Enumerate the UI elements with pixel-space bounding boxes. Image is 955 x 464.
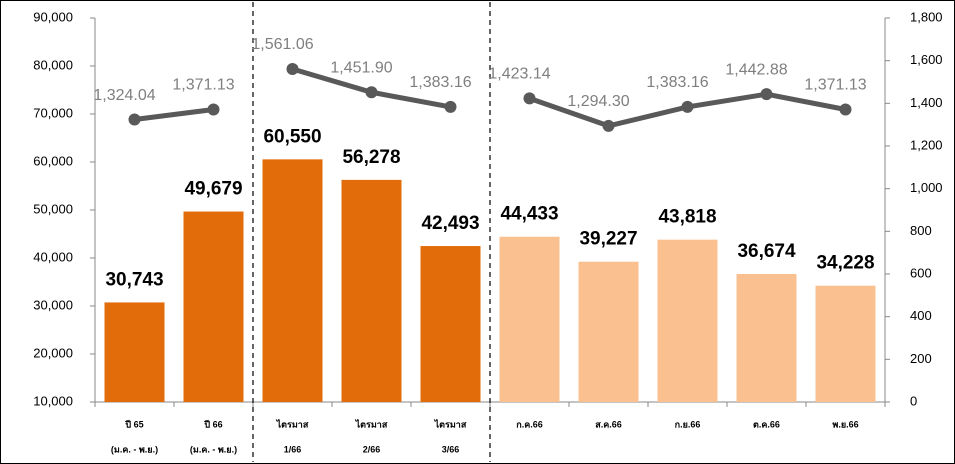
x-tick-label: ปี 65 (124, 419, 143, 429)
line-value-label: 1,442.88 (725, 61, 787, 78)
x-tick-label: ก.ย.66 (675, 419, 701, 429)
bar (736, 273, 797, 402)
y2-tick-label: 1,800 (910, 9, 943, 24)
y-tick-label: 10,000 (33, 393, 73, 408)
y-tick-label: 90,000 (33, 9, 73, 24)
bar-value-label: 49,679 (184, 179, 242, 200)
bar (420, 246, 481, 402)
line-marker (681, 100, 694, 113)
x-tick-label: ส.ค.66 (595, 419, 622, 429)
y2-tick-label: 1,200 (910, 137, 943, 152)
line-marker (365, 86, 378, 99)
line-value-label: 1,371.13 (172, 77, 234, 94)
x-tick-label: ไตรมาส (355, 418, 388, 429)
y-tick-label: 60,000 (33, 153, 73, 168)
bar-value-label: 30,743 (105, 269, 163, 290)
bar (183, 211, 244, 402)
y-tick-label: 50,000 (33, 201, 73, 216)
line-marker (839, 103, 852, 116)
bar (815, 285, 876, 402)
y-tick-label: 30,000 (33, 297, 73, 312)
bar (657, 239, 718, 402)
x-tick-label: ต.ค.66 (753, 419, 780, 429)
line-value-label: 1,451.90 (330, 59, 392, 76)
line-value-label: 1,324.04 (93, 87, 155, 104)
x-tick-label: ปี 66 (203, 419, 222, 429)
bar (104, 302, 165, 402)
bar-value-label: 36,674 (737, 241, 796, 262)
line (134, 107, 214, 123)
line-marker (286, 62, 299, 75)
x-tick-label: ก.ค.66 (516, 419, 542, 429)
line-marker (523, 92, 536, 105)
y-tick-label: 20,000 (33, 345, 73, 360)
x-tick-label: 2/66 (363, 444, 381, 454)
bar-value-label: 34,228 (816, 253, 874, 274)
line-marker (602, 119, 615, 132)
x-tick-label: 1/66 (284, 444, 302, 454)
y2-tick-label: 800 (910, 223, 932, 238)
line-value-label: 1,371.13 (804, 77, 866, 94)
bar-value-label: 56,278 (342, 147, 400, 168)
y2-tick-label: 200 (910, 351, 932, 366)
x-tick-label: พ.ย.66 (832, 419, 858, 429)
bar (578, 261, 639, 402)
y-tick-label: 40,000 (33, 249, 73, 264)
line-marker (760, 88, 773, 101)
line-value-label: 1,561.06 (251, 36, 313, 53)
line-marker (444, 100, 457, 113)
bar (341, 179, 402, 402)
bar (499, 236, 560, 402)
y2-tick-label: 1,600 (910, 52, 943, 67)
y-tick-label: 70,000 (33, 105, 73, 120)
line-value-label: 1,294.30 (567, 93, 629, 110)
x-tick-label: ไตรมาส (434, 418, 467, 429)
line-marker (207, 103, 220, 116)
y2-tick-label: 1,000 (910, 180, 943, 195)
bar-value-label: 39,227 (579, 229, 637, 250)
bar-value-label: 44,433 (500, 204, 558, 225)
line-marker (128, 113, 141, 126)
line-value-label: 1,423.14 (488, 66, 550, 83)
y2-tick-label: 400 (910, 308, 932, 323)
y2-tick-label: 600 (910, 265, 932, 280)
bar (262, 159, 323, 402)
y2-tick-label: 0 (910, 393, 917, 408)
x-tick-label: ไตรมาส (276, 418, 309, 429)
line-value-label: 1,383.16 (646, 74, 708, 91)
x-tick-label: (ม.ค. - พ.ย.) (190, 444, 237, 454)
y-tick-label: 80,000 (33, 57, 73, 72)
y2-tick-label: 1,400 (910, 95, 943, 110)
bar-value-label: 60,550 (263, 126, 321, 147)
x-tick-label: 3/66 (442, 444, 460, 454)
x-tick-label: (ม.ค. - พ.ย.) (111, 444, 158, 454)
bar-value-label: 42,493 (421, 213, 479, 234)
line-value-label: 1,383.16 (409, 74, 471, 91)
bar-value-label: 43,818 (658, 207, 716, 228)
